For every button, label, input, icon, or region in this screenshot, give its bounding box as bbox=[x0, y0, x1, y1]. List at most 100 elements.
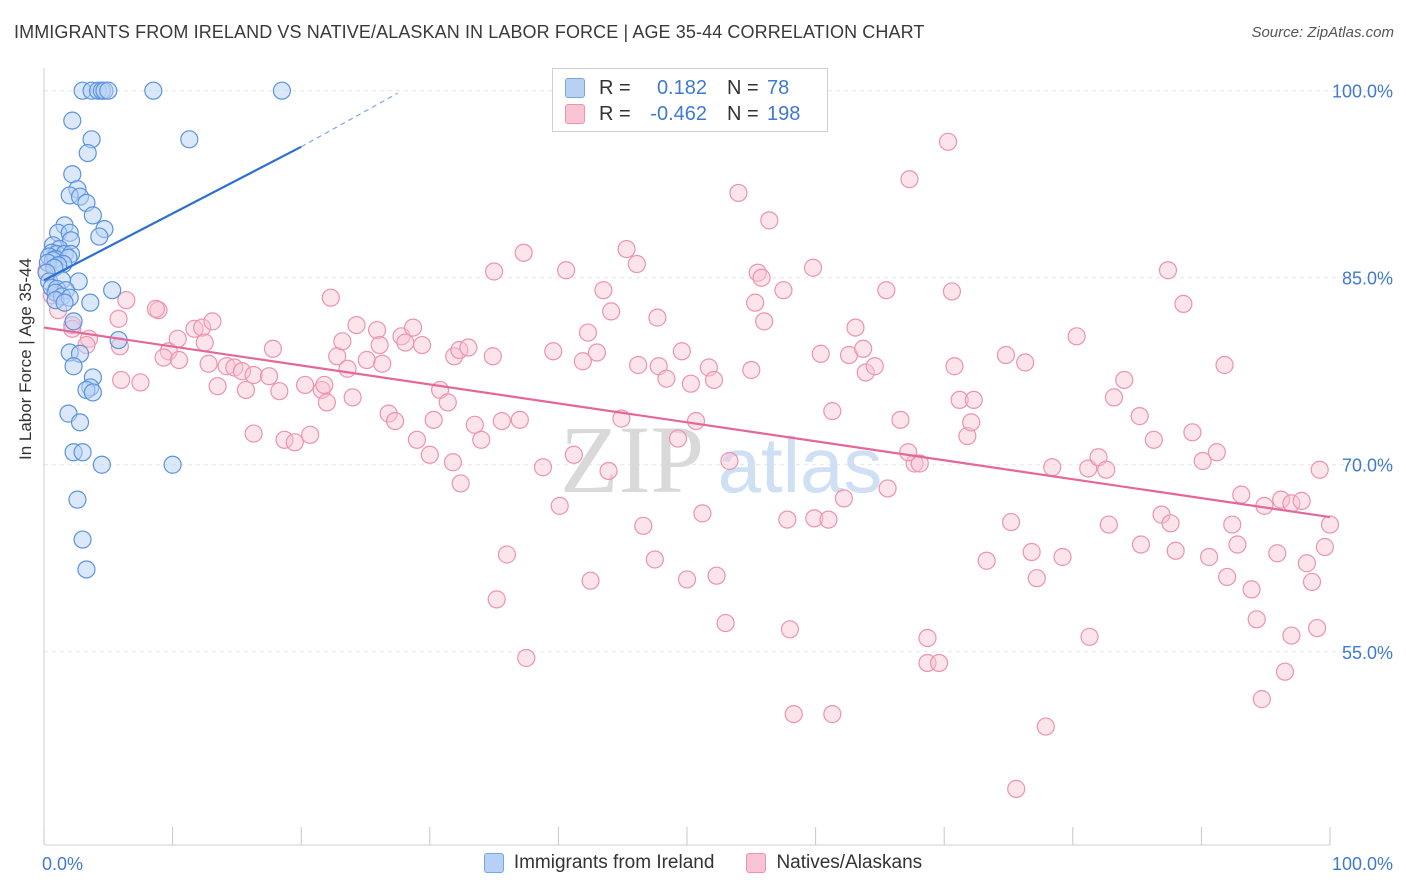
natives-point bbox=[514, 243, 533, 262]
natives-point bbox=[942, 282, 962, 301]
natives-point bbox=[964, 390, 983, 410]
natives-point bbox=[996, 345, 1016, 365]
natives-point bbox=[707, 566, 726, 585]
natives-point bbox=[877, 281, 896, 300]
natives-point bbox=[1099, 515, 1118, 534]
natives-point bbox=[412, 335, 432, 355]
natives-point bbox=[657, 369, 676, 388]
r-label: R = bbox=[599, 102, 631, 125]
natives-point bbox=[208, 377, 227, 396]
source-label: Source: ZipAtlas.com bbox=[1251, 24, 1394, 41]
natives-point bbox=[1308, 618, 1327, 638]
legend-row-ireland: R = 0.182 N = 78 bbox=[565, 75, 789, 101]
natives-point bbox=[819, 510, 838, 529]
ireland-points bbox=[37, 81, 292, 579]
natives-point bbox=[811, 344, 830, 363]
legend-swatch-pink bbox=[565, 104, 585, 124]
natives-point bbox=[270, 382, 289, 401]
natives-point bbox=[918, 628, 937, 648]
natives-point bbox=[1232, 485, 1251, 504]
legend-label-ireland: Immigrants from Ireland bbox=[513, 852, 715, 873]
natives-point bbox=[1223, 515, 1242, 534]
natives-point bbox=[244, 365, 263, 385]
ireland-point bbox=[83, 206, 102, 225]
natives-point bbox=[681, 374, 700, 393]
ireland-point bbox=[99, 81, 118, 100]
ireland-point bbox=[103, 281, 122, 300]
natives-point bbox=[1036, 717, 1055, 736]
natives-point bbox=[195, 333, 214, 352]
natives-point bbox=[385, 411, 405, 431]
natives-point bbox=[704, 370, 724, 390]
ireland-point bbox=[63, 111, 82, 130]
natives-point bbox=[1027, 569, 1046, 588]
natives-point bbox=[774, 281, 793, 300]
natives-point bbox=[1016, 353, 1035, 372]
natives-point bbox=[1272, 490, 1291, 509]
legend-swatch-blue bbox=[565, 78, 585, 98]
natives-point bbox=[1079, 459, 1098, 478]
natives-point bbox=[1320, 515, 1340, 534]
trend-lines bbox=[43, 92, 1331, 519]
natives-point bbox=[587, 343, 607, 362]
natives-point bbox=[693, 504, 712, 523]
legend-item-natives[interactable]: Natives/Alaskans bbox=[746, 852, 922, 874]
ireland-point bbox=[68, 490, 87, 509]
natives-point bbox=[557, 261, 576, 280]
natives-point bbox=[1310, 460, 1329, 479]
natives-point bbox=[492, 411, 511, 431]
natives-point bbox=[599, 461, 618, 481]
y-axis-title: In Labor Force | Age 35-44 bbox=[16, 258, 35, 460]
natives-point bbox=[1228, 535, 1247, 554]
x-tick-label: 100.0% bbox=[1332, 854, 1393, 874]
ireland-point bbox=[272, 81, 292, 100]
natives-point bbox=[1097, 460, 1116, 479]
natives-point bbox=[379, 404, 398, 423]
legend-swatch-pink bbox=[746, 853, 767, 873]
natives-point bbox=[236, 380, 256, 400]
natives-trend-line bbox=[43, 326, 1331, 519]
ireland-point bbox=[144, 81, 163, 100]
natives-point bbox=[1080, 627, 1099, 646]
natives-point bbox=[338, 359, 357, 378]
natives-point bbox=[112, 370, 131, 390]
natives-point bbox=[109, 309, 128, 328]
natives-point bbox=[627, 254, 646, 274]
ireland-point bbox=[90, 227, 109, 246]
natives-point bbox=[1131, 535, 1151, 554]
natives-point bbox=[510, 410, 529, 429]
natives-point bbox=[185, 319, 204, 338]
natives-point bbox=[823, 402, 842, 421]
ireland-point bbox=[92, 455, 111, 474]
natives-point bbox=[533, 458, 553, 477]
natives-point bbox=[1247, 610, 1266, 629]
legend-label-natives: Natives/Alaskans bbox=[776, 852, 923, 873]
natives-point bbox=[900, 170, 919, 189]
natives-point bbox=[259, 367, 279, 386]
natives-point bbox=[1218, 567, 1237, 587]
natives-point bbox=[244, 424, 263, 443]
ireland-point bbox=[180, 130, 199, 149]
legend-item-ireland[interactable]: Immigrants from Ireland bbox=[483, 852, 715, 874]
natives-point bbox=[686, 411, 706, 431]
natives-point bbox=[373, 354, 392, 373]
natives-point bbox=[301, 425, 320, 444]
natives-point bbox=[420, 445, 439, 464]
natives-point bbox=[752, 268, 771, 287]
natives-point bbox=[899, 443, 918, 462]
natives-point bbox=[472, 430, 491, 449]
natives-point bbox=[169, 350, 189, 370]
natives-point bbox=[367, 320, 387, 340]
natives-point bbox=[485, 262, 504, 281]
ireland-point bbox=[78, 143, 97, 163]
natives-points bbox=[37, 86, 1340, 798]
ireland-point bbox=[70, 413, 90, 432]
natives-point bbox=[617, 239, 636, 259]
x-tick-label: 0.0% bbox=[42, 854, 83, 874]
natives-point bbox=[594, 281, 613, 300]
natives-point bbox=[193, 318, 212, 337]
r-label: R = bbox=[599, 76, 631, 99]
natives-point bbox=[232, 362, 252, 381]
natives-point bbox=[865, 357, 884, 376]
